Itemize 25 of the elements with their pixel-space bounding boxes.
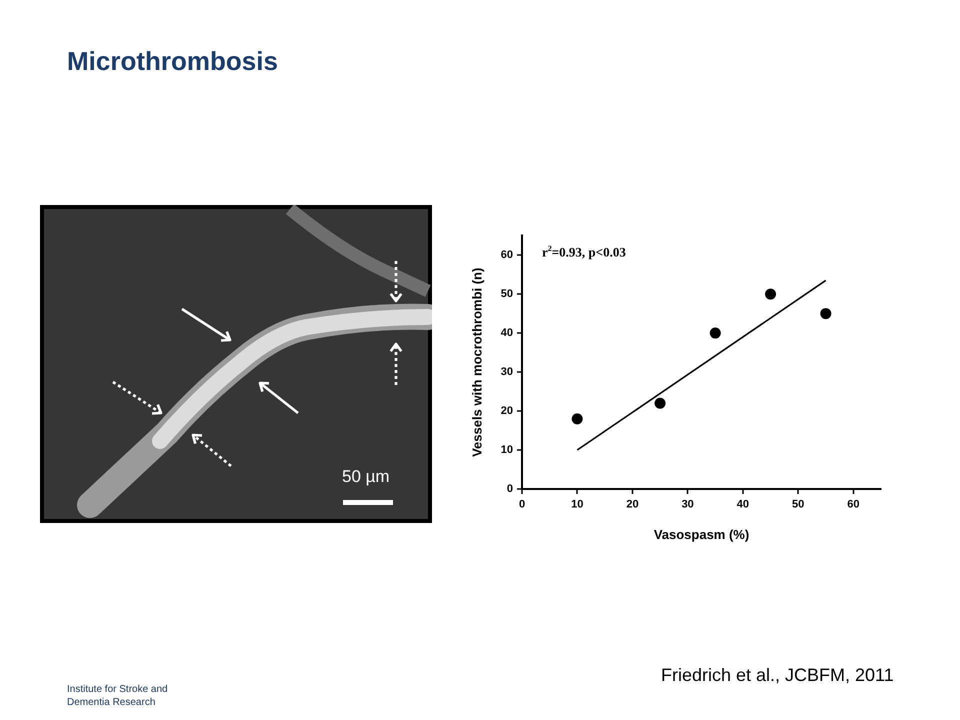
point	[654, 398, 666, 409]
x-tick-label: 60	[847, 498, 860, 511]
point	[572, 413, 583, 424]
x-tick-label: 20	[626, 498, 639, 511]
text: Institute for Stroke and Dementia Research	[67, 683, 169, 709]
y-tick-label: 30	[500, 366, 513, 378]
y-tick-label: 40	[500, 327, 513, 340]
x-tick-label: 0	[518, 498, 526, 511]
point	[710, 328, 721, 339]
y-axis-title: Vessels with mocrothrombi (n)	[469, 268, 484, 457]
text: Friedrich et al., JCBFM, 2011	[661, 665, 894, 686]
text: Microthrombosis	[67, 46, 278, 77]
x-tick-label: 40	[736, 498, 750, 511]
x-tick-label: 10	[571, 498, 584, 511]
x-axis-title: Vasospasm (%)	[654, 526, 750, 542]
y-tick-label: 0	[506, 483, 513, 496]
y-tick-label: 60	[500, 249, 513, 262]
y-tick-label: 20	[500, 405, 513, 418]
point	[765, 288, 776, 300]
y-tick-label: 50	[500, 288, 513, 300]
text: 50 µm	[342, 467, 390, 487]
x-tick-label: 50	[792, 498, 804, 511]
x-tick-label: 30	[682, 498, 694, 511]
y-tick-label: 10	[500, 444, 513, 456]
point	[820, 308, 832, 320]
